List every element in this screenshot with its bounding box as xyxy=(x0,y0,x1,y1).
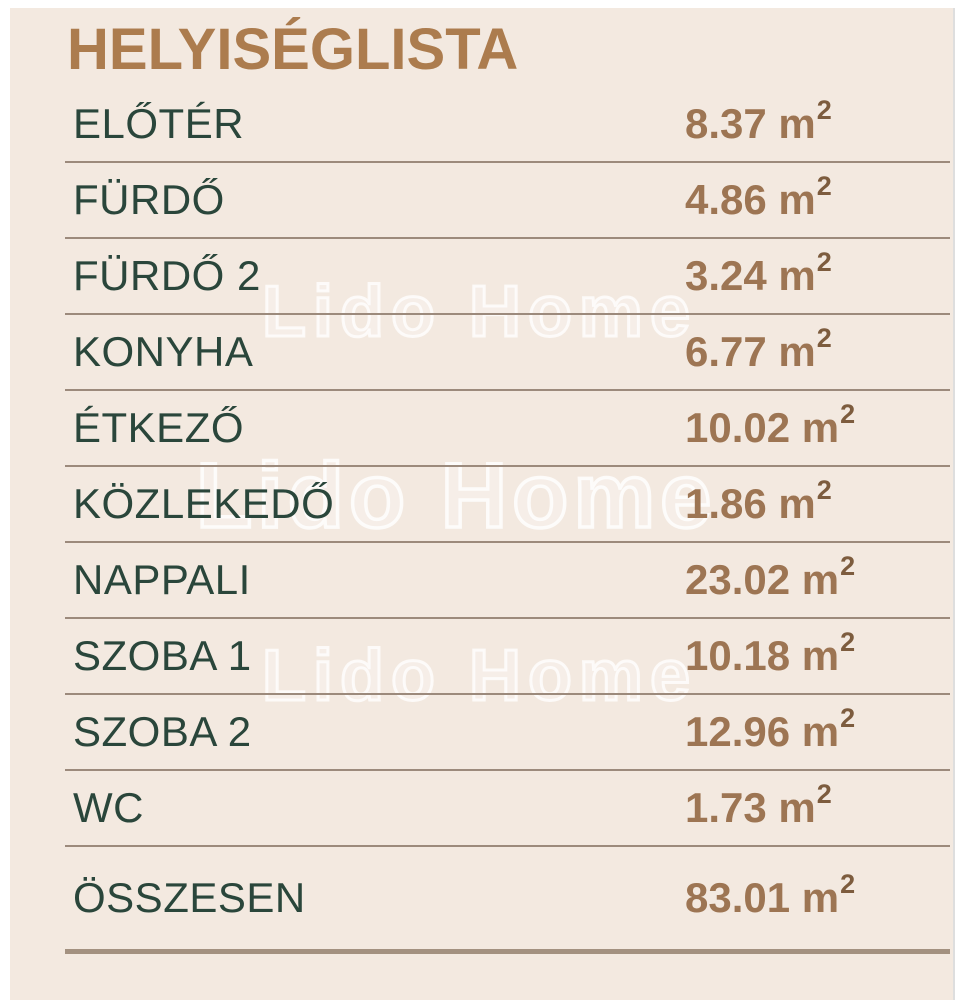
area-number: 3.24 xyxy=(685,252,767,299)
total-area: 83.01 m2 xyxy=(685,869,855,922)
room-area: 3.24 m2 xyxy=(685,247,832,300)
area-number: 10.18 xyxy=(685,632,791,679)
area-number: 1.73 xyxy=(685,784,767,831)
room-list-sheet: Lido Home Lido Home Lido Home HELYISÉGLI… xyxy=(10,8,955,1000)
area-number: 23.02 xyxy=(685,556,791,603)
area-unit-exponent: 2 xyxy=(816,247,832,277)
area-unit-exponent: 2 xyxy=(840,869,856,899)
area-unit: m xyxy=(778,252,816,299)
room-name: KÖZLEKEDŐ xyxy=(73,479,335,527)
room-area: 10.18 m2 xyxy=(685,627,855,680)
table-row: ELŐTÉR 8.37 m2 xyxy=(65,87,950,163)
area-unit: m xyxy=(801,404,840,451)
room-area: 23.02 m2 xyxy=(685,551,855,604)
area-number: 4.86 xyxy=(685,176,767,223)
table-row: NAPPALI 23.02 m2 xyxy=(65,543,950,619)
room-name: ELŐTÉR xyxy=(73,99,245,147)
area-number: 1.86 xyxy=(685,480,767,527)
area-number: 12.96 xyxy=(685,708,791,755)
area-unit-exponent: 2 xyxy=(840,627,856,657)
area-unit-exponent: 2 xyxy=(840,703,856,733)
area-unit-exponent: 2 xyxy=(816,171,832,201)
room-name: KONYHA xyxy=(73,327,254,375)
room-area: 6.77 m2 xyxy=(685,323,832,376)
room-area: 1.86 m2 xyxy=(685,475,832,528)
area-unit: m xyxy=(778,784,816,831)
table-row: WC 1.73 m2 xyxy=(65,771,950,847)
room-area: 12.96 m2 xyxy=(685,703,855,756)
area-number: 8.37 xyxy=(685,100,767,147)
area-number: 6.77 xyxy=(685,328,767,375)
area-unit: m xyxy=(801,874,840,921)
room-name: ÉTKEZŐ xyxy=(73,403,245,451)
room-area: 10.02 m2 xyxy=(685,399,855,452)
table-row: KONYHA 6.77 m2 xyxy=(65,315,950,391)
area-number: 10.02 xyxy=(685,404,791,451)
area-unit: m xyxy=(801,632,840,679)
table-row: FÜRDŐ 4.86 m2 xyxy=(65,163,950,239)
area-unit: m xyxy=(778,100,816,147)
room-area: 1.73 m2 xyxy=(685,779,832,832)
room-table: ELŐTÉR 8.37 m2 FÜRDŐ 4.86 m2 FÜRDŐ 2 3.2… xyxy=(65,87,950,847)
area-unit-exponent: 2 xyxy=(816,95,832,125)
total-table: ÖSSZESEN 83.01 m2 xyxy=(65,847,950,954)
table-row: SZOBA 2 12.96 m2 xyxy=(65,695,950,771)
area-unit: m xyxy=(801,556,840,603)
area-unit: m xyxy=(778,480,816,527)
area-unit: m xyxy=(801,708,840,755)
total-label: ÖSSZESEN xyxy=(73,873,306,921)
room-name: SZOBA 2 xyxy=(73,707,252,755)
area-unit-exponent: 2 xyxy=(840,399,856,429)
area-unit-exponent: 2 xyxy=(840,551,856,581)
table-row: SZOBA 1 10.18 m2 xyxy=(65,619,950,695)
table-row: KÖZLEKEDŐ 1.86 m2 xyxy=(65,467,950,543)
total-row: ÖSSZESEN 83.01 m2 xyxy=(65,847,950,954)
table-row: ÉTKEZŐ 10.02 m2 xyxy=(65,391,950,467)
area-unit-exponent: 2 xyxy=(816,475,832,505)
room-name: NAPPALI xyxy=(73,555,251,603)
table-row: FÜRDŐ 2 3.24 m2 xyxy=(65,239,950,315)
area-number: 83.01 xyxy=(685,874,791,921)
page-title: HELYISÉGLISTA xyxy=(67,17,519,82)
area-unit-exponent: 2 xyxy=(816,779,832,809)
room-name: WC xyxy=(73,783,144,831)
area-unit: m xyxy=(778,328,816,375)
room-name: FÜRDŐ xyxy=(73,175,225,223)
area-unit: m xyxy=(778,176,816,223)
room-name: SZOBA 1 xyxy=(73,631,252,679)
room-area: 8.37 m2 xyxy=(685,95,832,148)
area-unit-exponent: 2 xyxy=(816,323,832,353)
room-name: FÜRDŐ 2 xyxy=(73,251,261,299)
room-area: 4.86 m2 xyxy=(685,171,832,224)
